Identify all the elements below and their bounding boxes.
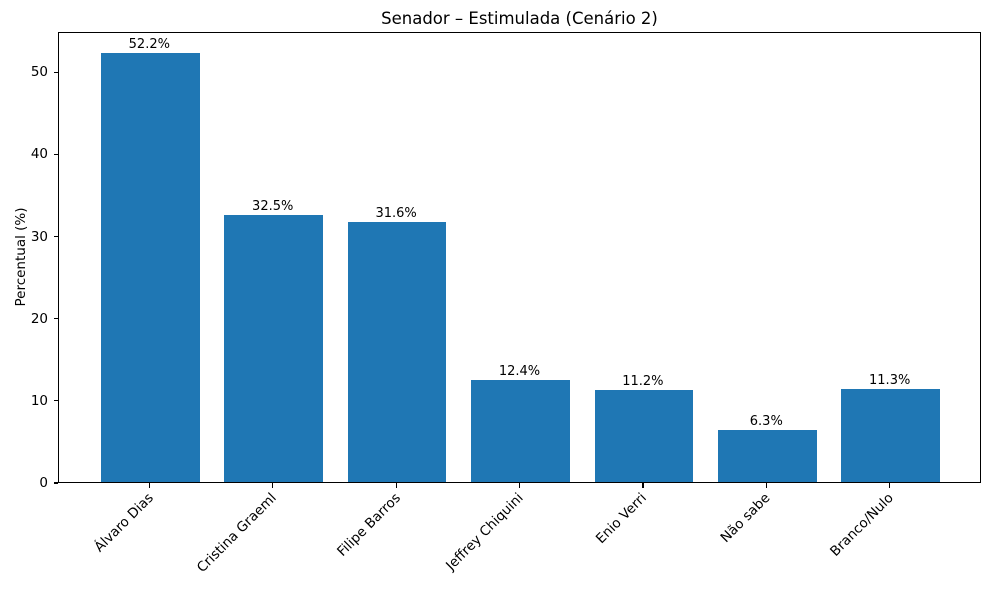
bar-3 — [471, 380, 570, 482]
bar-value-label-6: 11.3% — [869, 373, 911, 389]
x-tick-mark-6 — [889, 483, 891, 488]
y-axis-label: Percentual (%) — [13, 207, 29, 307]
bar-value-label-0: 52.2% — [128, 37, 170, 53]
x-tick-label-5: Não sabe — [717, 490, 774, 546]
bar-value-label-5: 6.3% — [749, 414, 783, 430]
bar-value-label-1: 32.5% — [252, 199, 294, 214]
x-tick-label-6: Branco/Nulo — [827, 490, 898, 560]
chart-title: Senador – Estimulada (Cenário 2) — [381, 9, 658, 28]
bar-value-label-3: 12.4% — [498, 364, 541, 380]
x-tick-mark-0 — [148, 483, 150, 488]
x-tick-label-3: Jeffrey Chiquini — [443, 490, 527, 574]
x-tick-mark-1 — [272, 483, 274, 488]
bar-6 — [841, 389, 941, 482]
bar-value-label-2: 31.6% — [375, 206, 417, 222]
y-tick-mark-2 — [54, 318, 58, 320]
bar-0 — [100, 53, 200, 482]
y-tick-label-0: 0 — [39, 475, 48, 491]
y-tick-mark-0 — [54, 482, 58, 484]
y-tick-label-2: 20 — [30, 310, 48, 327]
y-tick-mark-3 — [54, 235, 58, 238]
x-tick-label-4: Enio Verri — [593, 490, 651, 547]
x-tick-label-0: Álvaro Dias — [91, 490, 157, 556]
x-tick-label-1: Cristina Graeml — [194, 490, 281, 576]
x-tick-mark-5 — [765, 483, 767, 488]
plot-area — [58, 32, 981, 483]
y-tick-mark-4 — [54, 153, 58, 155]
bar-4 — [594, 390, 694, 482]
y-tick-mark-1 — [54, 400, 58, 402]
y-tick-label-4: 40 — [30, 146, 48, 163]
x-tick-mark-4 — [642, 483, 644, 488]
y-tick-mark-5 — [54, 71, 58, 73]
bar-5 — [717, 430, 817, 482]
y-tick-label-3: 30 — [30, 228, 48, 245]
bar-1 — [224, 215, 324, 482]
y-tick-label-5: 50 — [30, 64, 48, 81]
y-tick-label-1: 10 — [30, 392, 48, 409]
x-tick-mark-2 — [395, 483, 397, 488]
x-tick-label-2: Filipe Barros — [333, 490, 404, 560]
bar-value-label-4: 11.2% — [622, 373, 664, 389]
x-tick-mark-3 — [519, 483, 521, 488]
bar-2 — [347, 222, 447, 482]
